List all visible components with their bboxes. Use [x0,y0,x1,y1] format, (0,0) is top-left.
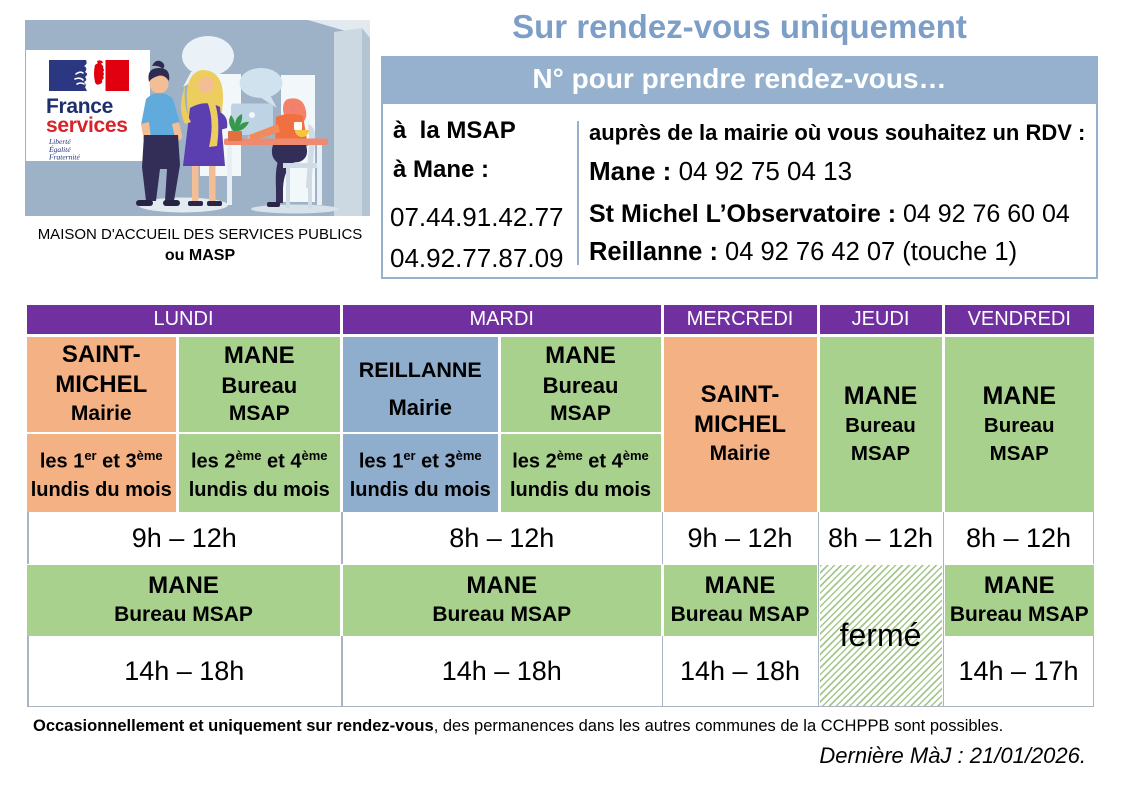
svg-text:Égalité: Égalité [48,144,71,154]
svg-text:services: services [46,114,128,137]
svg-text:Liberté: Liberté [48,137,71,146]
svg-text:Fraternité: Fraternité [48,153,80,162]
svg-text:France: France [46,95,113,118]
